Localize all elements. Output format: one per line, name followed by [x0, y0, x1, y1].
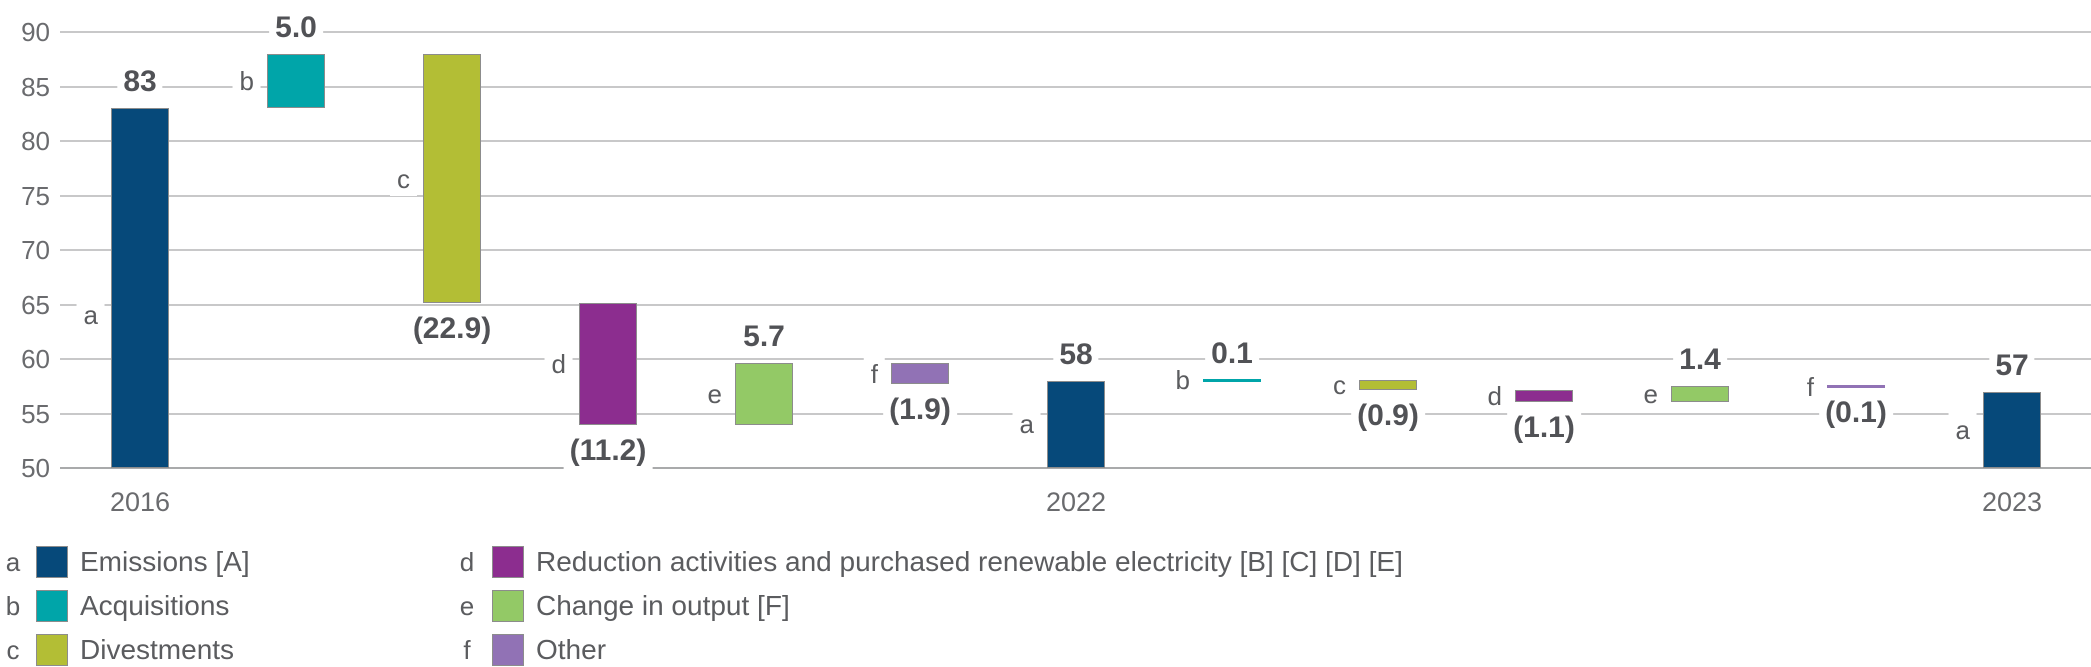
bar-value-label: 5.7 — [737, 319, 791, 356]
legend-label-b: Acquisitions — [80, 590, 230, 621]
legend-letter-a: a — [5, 547, 21, 577]
bar-a-2023 — [1983, 391, 2041, 468]
y-axis-tick-85: 85 — [21, 71, 50, 102]
legend-swatch-d — [492, 546, 524, 578]
bar-value-label: 1.4 — [1673, 342, 1727, 379]
y-axis-tick-80: 80 — [21, 126, 50, 156]
bar-value-label: 5.0 — [269, 9, 323, 46]
legend-label-f: Other — [536, 634, 607, 665]
bar-e-10 — [1671, 386, 1729, 402]
y-axis-tick-50: 50 — [21, 453, 50, 483]
x-axis-label-2016: 2016 — [109, 487, 171, 517]
x-axis-label-2023: 2023 — [1981, 487, 2043, 517]
bar-d-3 — [579, 303, 637, 426]
bar-value-label: 83 — [117, 64, 163, 101]
y-axis-tick-75: 75 — [21, 180, 50, 211]
bar-letter: c — [390, 161, 417, 196]
legend-label-d: Reduction activities and purchased renew… — [536, 546, 1403, 577]
bar-d-9 — [1515, 389, 1573, 402]
gridline-65 — [60, 303, 2091, 306]
bar-c-8 — [1359, 379, 1417, 390]
bar-value-label: 58 — [1053, 336, 1099, 373]
bar-value-label: (22.9) — [406, 311, 498, 348]
legend-swatch-e — [492, 590, 524, 622]
bar-value-label: 57 — [1989, 347, 2035, 384]
gridline-90 — [60, 31, 2091, 33]
x-axis-label-2022: 2022 — [1045, 487, 1107, 517]
bar-value-label: (1.9) — [883, 392, 957, 429]
legend-letter-d: d — [459, 547, 475, 577]
y-axis-tick-65: 65 — [21, 289, 50, 320]
legend-swatch-a — [36, 546, 68, 578]
legend-label-a: Emissions [A] — [80, 546, 250, 577]
y-axis-tick-70: 70 — [21, 235, 50, 265]
bar-a-2016 — [111, 108, 169, 468]
y-axis-tick-55: 55 — [21, 398, 50, 429]
bar-letter: e — [700, 377, 729, 412]
bar-letter: f — [1799, 369, 1821, 404]
bar-letter: f — [863, 356, 885, 391]
bar-value-label: 0.1 — [1205, 335, 1259, 372]
bar-letter: b — [232, 64, 261, 99]
gridline-80 — [60, 140, 2091, 142]
bar-letter: a — [1012, 407, 1041, 442]
bar-letter: d — [1480, 378, 1509, 413]
bar-f-5 — [891, 363, 949, 385]
bar-a-2022 — [1047, 380, 1105, 468]
y-axis-tick-60: 60 — [21, 344, 50, 374]
y-axis-tick-90: 90 — [21, 17, 50, 47]
legend-letter-c: c — [6, 635, 20, 665]
bar-letter: d — [544, 347, 573, 382]
legend-letter-f: f — [463, 635, 471, 665]
bar-letter: e — [1636, 376, 1665, 411]
legend-letter-e: e — [459, 591, 475, 621]
bar-b-7 — [1203, 378, 1261, 382]
bar-letter: a — [76, 298, 105, 333]
gridline-75 — [60, 194, 2091, 197]
gridline-70 — [60, 249, 2091, 251]
bar-letter: b — [1168, 363, 1197, 398]
bar-value-label: (11.2) — [563, 433, 653, 470]
legend-swatch-c — [36, 634, 68, 666]
bar-f-11 — [1827, 385, 1885, 389]
gridline-50 — [60, 467, 2091, 469]
bar-letter: a — [1948, 412, 1977, 447]
bar-e-4 — [735, 363, 793, 426]
gridline-85 — [60, 85, 2091, 88]
legend-label-c: Divestments — [80, 634, 235, 665]
bar-value-label: (0.1) — [1819, 395, 1893, 432]
bar-b-1 — [267, 53, 325, 109]
legend-swatch-f — [492, 634, 524, 666]
bar-c-2 — [423, 53, 481, 304]
legend-letter-b: b — [5, 591, 21, 621]
bar-letter: c — [1326, 367, 1353, 402]
bar-value-label: (1.1) — [1507, 409, 1581, 446]
legend-label-e: Change in output [F] — [536, 590, 790, 621]
bar-value-label: (0.9) — [1351, 397, 1425, 434]
legend-swatch-b — [36, 590, 68, 622]
